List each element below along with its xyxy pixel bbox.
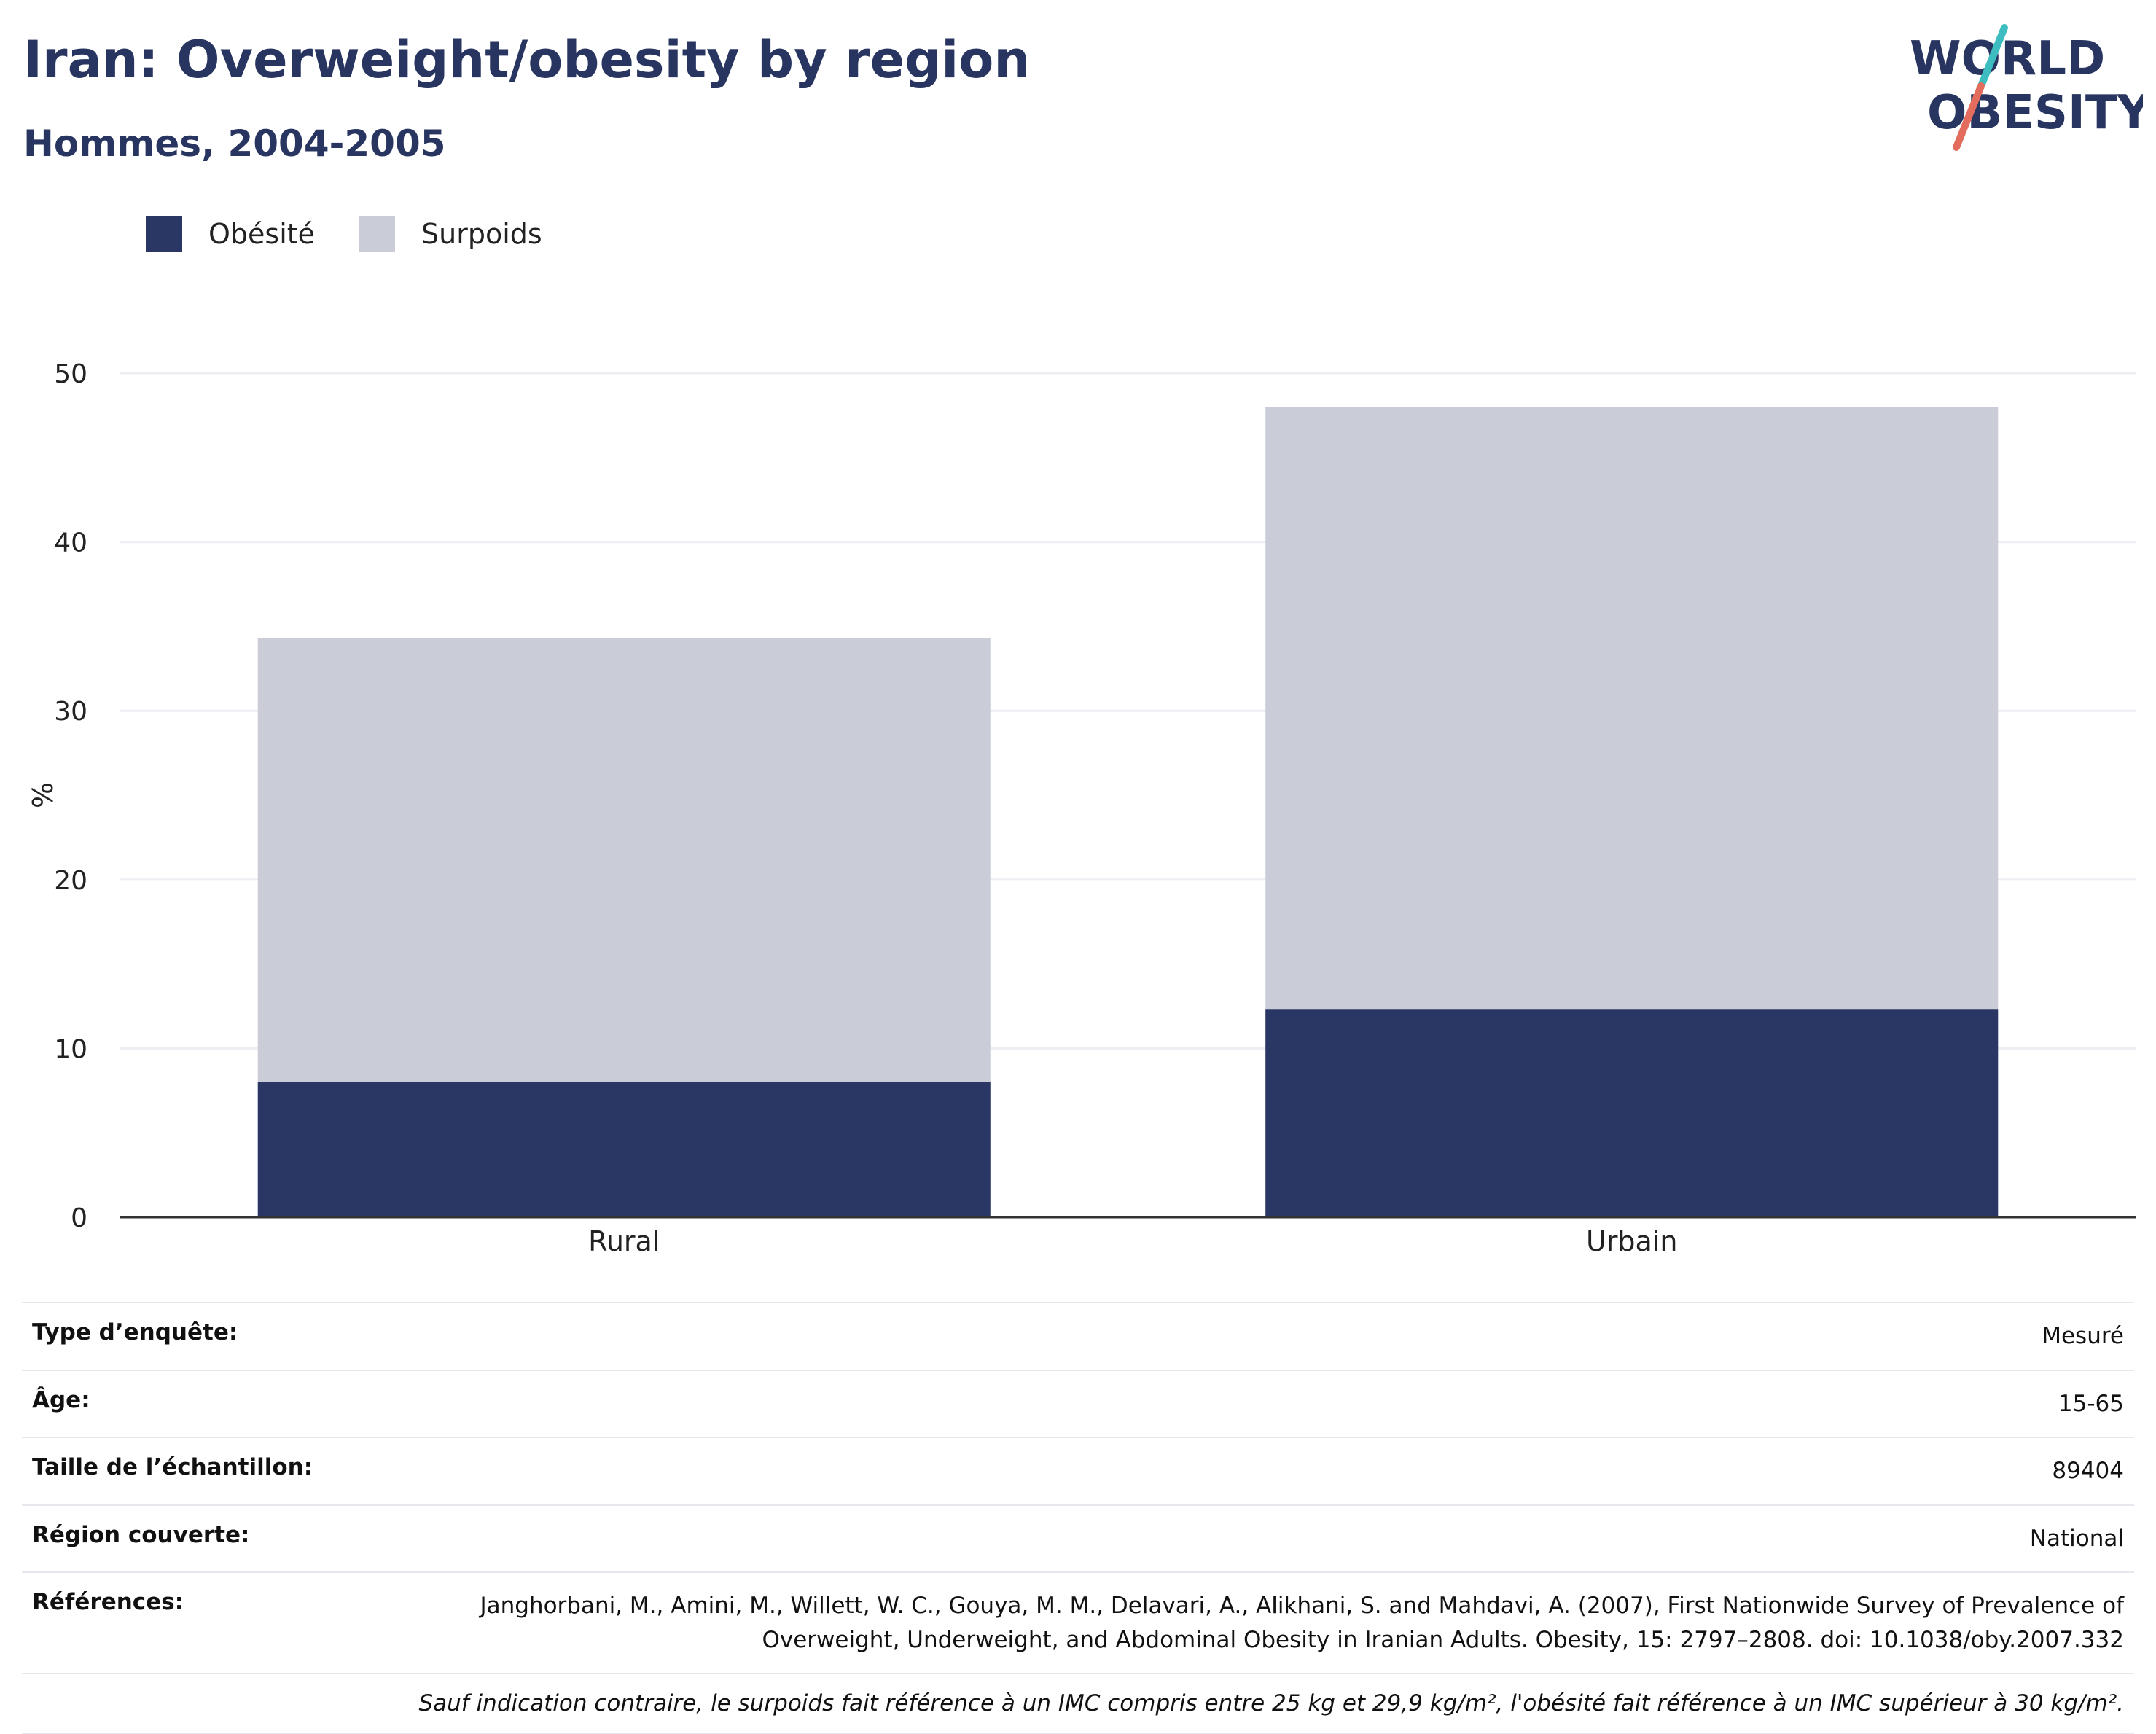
metadata-row-references: Références: Janghorbani, M., Amini, M., W… (22, 1571, 2134, 1674)
y-tick-label-0: 0 (71, 1203, 87, 1233)
metadata-row-region-couverte: Région couverte: National (22, 1504, 2134, 1573)
legend-item-overweight[interactable]: Surpoids (359, 216, 542, 252)
y-tick-label-40: 40 (54, 528, 87, 558)
bar-obesity-rural (257, 1082, 991, 1217)
chart-subtitle: Hommes, 2004-2005 (23, 122, 446, 165)
y-tick-label-20: 20 (54, 866, 87, 896)
y-axis-label: % (27, 782, 59, 808)
chart-title: Iran: Overweight/obesity by region (23, 30, 1031, 90)
metadata-row-note: Sauf indication contraire, le surpoids f… (22, 1673, 2134, 1734)
legend-swatch-overweight (359, 216, 396, 252)
x-tick-label-urbain: Urbain (1586, 1225, 1678, 1257)
metadata-value: Mesuré (407, 1302, 2134, 1371)
logo-slash-teal (1977, 24, 2008, 90)
bar-obesity-urbain (1265, 1009, 1999, 1217)
logo-line-world: WORLD (1910, 32, 2105, 86)
metadata-row-type-d-enquete: Type d’enquête: Mesuré (22, 1302, 2134, 1371)
bmi-definition-note: Sauf indication contraire, le surpoids f… (22, 1673, 2134, 1734)
y-tick-label-30: 30 (54, 697, 87, 727)
legend-label-obesity: Obésité (208, 218, 316, 250)
metadata-value: Janghorbani, M., Amini, M., Willett, W. … (407, 1571, 2134, 1674)
logo-slash-coral (1953, 82, 1985, 151)
metadata-label: Taille de l’échantillon: (22, 1437, 407, 1506)
bar-chart: 0 10 20 30 40 50% Rural Urbain (27, 359, 2136, 1257)
metadata-label: Références: (22, 1571, 407, 1674)
survey-metadata-table: Type d’enquête: Mesuré Âge: 15-65 Taille de … (22, 1302, 2134, 1734)
legend-item-obesity[interactable]: Obésité (146, 216, 315, 252)
legend-swatch-obesity (146, 216, 182, 252)
metadata-label: Âge: (22, 1369, 407, 1438)
y-tick-label-10: 10 (54, 1034, 87, 1064)
metadata-value: 15-65 (407, 1369, 2134, 1438)
bar-overweight-urbain (1265, 407, 1999, 1010)
metadata-row-age: Âge: 15-65 (22, 1369, 2134, 1438)
bar-overweight-rural (257, 638, 991, 1082)
metadata-row-taille-de-l-echantillon: Taille de l’échantillon: 89404 (22, 1437, 2134, 1506)
metadata-value: 89404 (407, 1437, 2134, 1506)
legend-label-overweight: Surpoids (421, 218, 542, 250)
metadata-label: Type d’enquête: (22, 1302, 407, 1371)
metadata-label: Région couverte: (22, 1504, 407, 1573)
metadata-value: National (407, 1504, 2134, 1573)
y-tick-label-50: 50 (54, 359, 87, 389)
chart-legend: Obésité Surpoids (146, 216, 586, 252)
world-obesity-logo: WORLD OBESITY (1910, 24, 2143, 151)
x-tick-label-rural: Rural (588, 1225, 660, 1257)
